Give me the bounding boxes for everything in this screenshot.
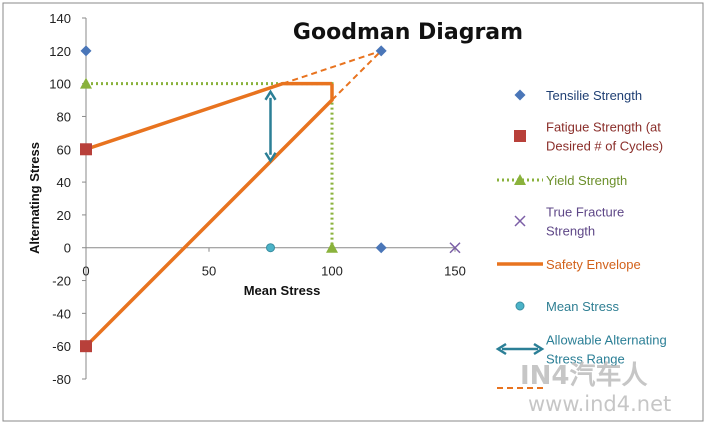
y-tick-label: 80 <box>57 109 71 124</box>
legend-item-safety: Safety Envelope <box>497 257 641 272</box>
legend-key-diamond-icon <box>514 89 526 101</box>
watermark-url: www.ind4.net <box>528 392 671 416</box>
series-safety-envelope-line <box>84 83 334 348</box>
yield-strength-point <box>80 77 92 89</box>
series-extension-line <box>331 50 382 101</box>
legend-label: Allowable Alternating <box>546 333 667 348</box>
y-tick-label: -60 <box>52 339 71 354</box>
fatigue-strength-point <box>80 143 92 156</box>
legend-item-true-fracture: True Fracture Strength <box>514 205 624 239</box>
legend: Tensilie Strength Fatigue Strength (at Des… <box>495 88 667 389</box>
arrow-head-top <box>264 89 277 101</box>
chart-title: Goodman Diagram <box>293 20 523 45</box>
x-axis-title: Mean Stress <box>244 283 321 298</box>
x-tick-label: 50 <box>202 264 216 279</box>
y-tick-label: -80 <box>52 372 71 387</box>
watermark-logo: IN4汽车人 <box>520 360 648 391</box>
legend-key-circle-icon <box>515 301 525 311</box>
legend-label: Safety Envelope <box>546 257 641 272</box>
true-fracture-strength-point-stroke <box>449 242 461 254</box>
legend-label: Tensilie Strength <box>546 88 642 103</box>
legend-key-square-icon <box>514 130 526 142</box>
y-tick-label: -40 <box>52 306 71 321</box>
y-tick-label: -20 <box>52 274 71 289</box>
y-tick-label: 120 <box>49 44 71 59</box>
series-allowable-range-arrow <box>264 89 277 164</box>
y-tick-label: 0 <box>64 241 71 256</box>
legend-item-mean: Mean Stress <box>515 299 619 314</box>
legend-label: Desired # of Cycles) <box>546 139 663 154</box>
legend-label: True Fracture <box>546 205 624 220</box>
x-tick-label: 150 <box>444 264 466 279</box>
x-tick-label: 100 <box>321 264 343 279</box>
legend-label: Stress Range <box>546 352 625 367</box>
y-tick-label: 140 <box>49 11 71 26</box>
tensile-strength-point <box>375 45 387 57</box>
yield-strength-point <box>326 241 338 253</box>
legend-key-x-icon-stroke <box>514 215 526 227</box>
fatigue-strength-point <box>80 340 92 353</box>
y-tick-label: 20 <box>57 208 71 223</box>
legend-key-triangle-icon <box>514 174 526 185</box>
x-tick-label: 0 <box>82 264 89 279</box>
legend-key-arrow-left-icon <box>495 342 507 356</box>
legend-label: Yield Strength <box>546 173 627 188</box>
legend-label: Fatigue Strength (at <box>546 120 661 135</box>
legend-item-yield: Yield Strength <box>497 173 627 188</box>
plot-area <box>80 45 461 353</box>
legend-item-tensile: Tensilie Strength <box>514 88 642 103</box>
true-fracture-strength-point <box>449 242 461 254</box>
series-extension-line <box>282 49 382 85</box>
arrow-head-bottom <box>264 152 277 164</box>
tensile-strength-point <box>375 242 387 254</box>
legend-label: Strength <box>546 224 595 239</box>
y-tick-label: 60 <box>57 142 71 157</box>
legend-item-fatigue: Fatigue Strength (at Desired # of Cycles) <box>514 120 663 154</box>
legend-item-allowable: Allowable Alternating Stress Range <box>495 333 667 367</box>
series-safety-envelope-line <box>85 81 332 151</box>
legend-key-arrow-right-icon <box>533 342 545 356</box>
watermark: IN4汽车人 www.ind4.net <box>520 360 671 416</box>
mean-stress-point <box>266 243 275 253</box>
tensile-strength-point <box>80 45 92 57</box>
legend-key-x-icon <box>514 215 526 227</box>
y-tick-label: 40 <box>57 175 71 190</box>
legend-label: Mean Stress <box>546 299 619 314</box>
y-axis-title: Alternating Stress <box>27 142 42 254</box>
y-tick-label: 100 <box>49 77 71 92</box>
